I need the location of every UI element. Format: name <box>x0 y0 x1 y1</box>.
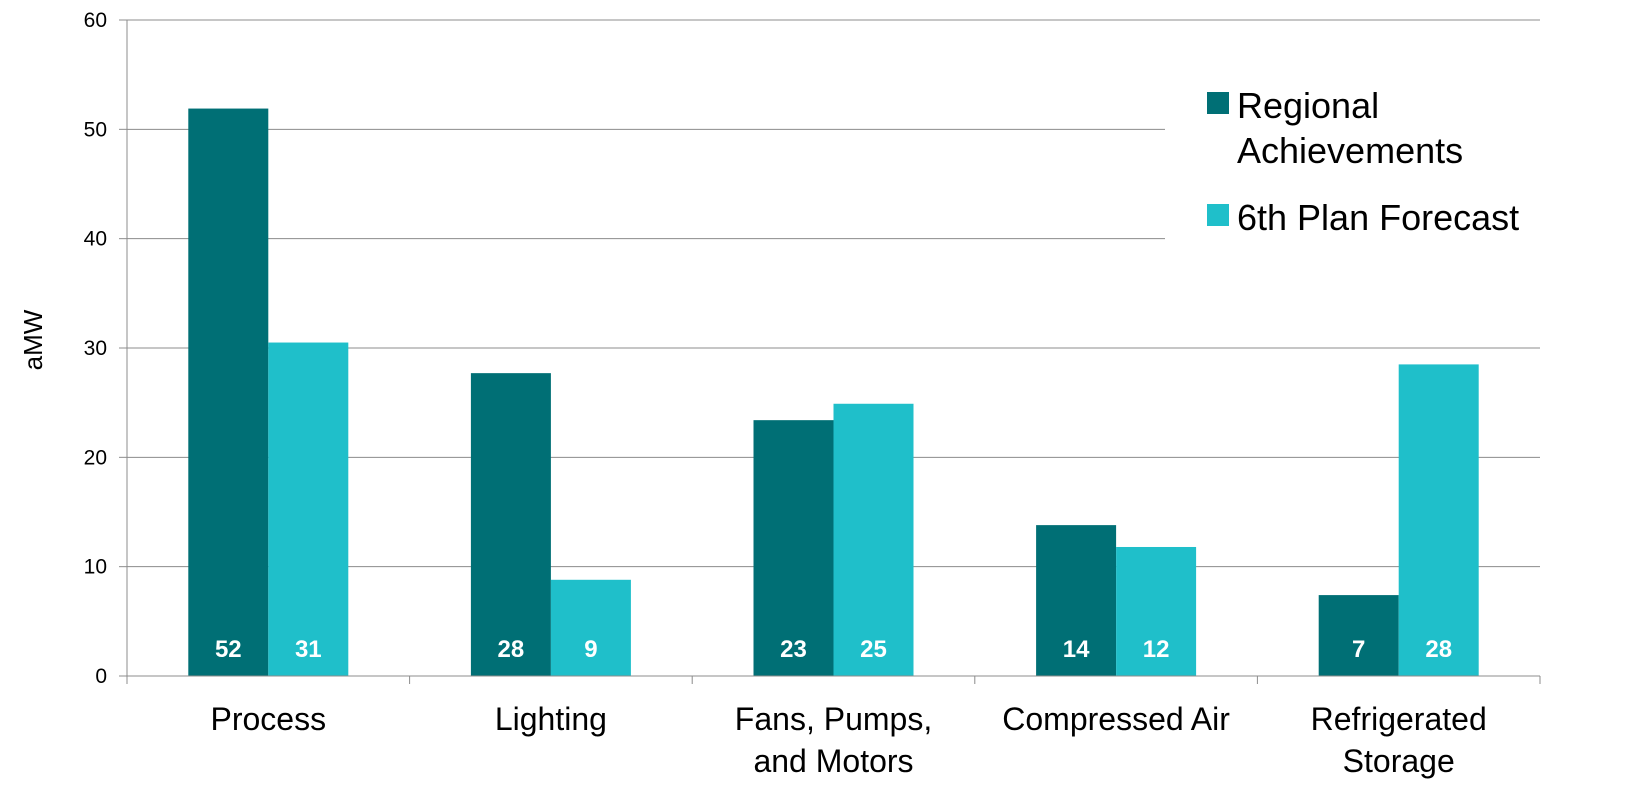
data-label: 23 <box>780 636 807 663</box>
axes <box>119 19 1541 684</box>
bar <box>1116 546 1197 676</box>
bar <box>1318 595 1399 676</box>
x-category-label: Fans, Pumps, <box>735 701 932 737</box>
bar <box>833 403 914 676</box>
data-label: 14 <box>1063 636 1090 663</box>
data-label: 7 <box>1352 636 1365 663</box>
bar <box>550 579 631 676</box>
y-tick-label: 50 <box>84 118 107 141</box>
data-label: 52 <box>215 636 242 663</box>
x-category-label: Compressed Air <box>1002 701 1230 737</box>
data-label: 31 <box>295 636 322 663</box>
bar <box>188 108 269 676</box>
y-tick-label: 0 <box>95 665 107 688</box>
y-tick-label: 60 <box>84 9 107 32</box>
legend-label: Regional <box>1237 85 1379 126</box>
x-category-label: Process <box>211 701 327 737</box>
bars <box>188 108 1479 676</box>
data-labels: 52 31 28 9 23 25 14 12 7 28 <box>215 636 1452 663</box>
bar <box>753 420 834 676</box>
y-axis-ticks: 0 10 20 30 40 50 60 <box>84 9 107 688</box>
data-label: 28 <box>1425 636 1452 663</box>
x-category-label: Refrigerated <box>1311 701 1487 737</box>
y-axis-label: aMW <box>18 309 48 370</box>
x-category-label: and Motors <box>753 743 913 779</box>
y-tick-label: 20 <box>84 446 107 469</box>
y-tick-label: 40 <box>84 228 107 251</box>
data-label: 12 <box>1143 636 1170 663</box>
x-category-label: Storage <box>1343 743 1455 779</box>
y-tick-label: 10 <box>84 556 107 579</box>
y-tick-label: 30 <box>84 337 107 360</box>
bar <box>1036 525 1117 676</box>
data-label: 25 <box>860 636 887 663</box>
legend-label: 6th Plan Forecast <box>1237 197 1519 238</box>
legend-label: Achievements <box>1237 130 1463 171</box>
data-label: 28 <box>498 636 525 663</box>
x-category-label: Lighting <box>495 701 607 737</box>
x-axis-categories: Process Lighting Fans, Pumps, and Motors Com… <box>211 701 1487 779</box>
gridlines <box>127 19 1540 568</box>
data-label: 9 <box>584 636 597 663</box>
bar <box>1398 364 1479 676</box>
legend-swatch <box>1207 92 1229 114</box>
bar <box>470 373 551 676</box>
legend-swatch <box>1207 204 1229 226</box>
bar <box>268 342 349 676</box>
